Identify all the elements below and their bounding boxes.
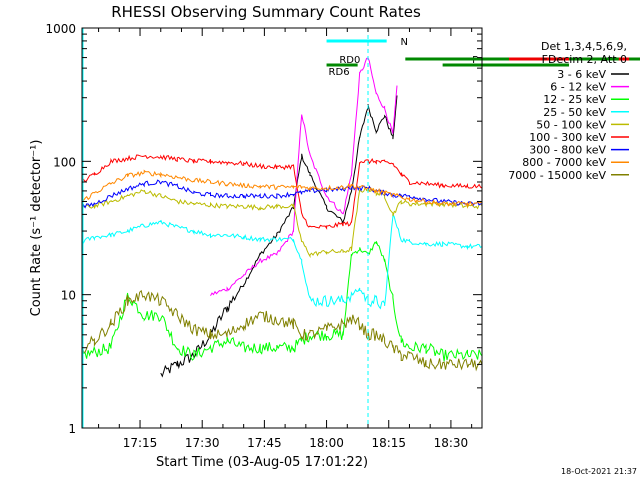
y-axis: 1 10 100 1000 [45,22,482,436]
y-tick-label: 10 [61,289,76,303]
status-flag-label: RD6 [329,67,350,78]
legend-label: 50 - 100 keV [536,118,606,131]
series-line-6 [81,179,483,211]
x-tick-label: 17:45 [247,436,282,450]
series-line-1 [210,57,398,297]
y-tick-label: 1000 [45,22,76,36]
x-tick-label: 17:30 [185,436,220,450]
series-line-5 [81,154,483,230]
series-line-8 [81,289,483,372]
legend-header-line-1: Det 1,3,4,5,6,9, [541,40,627,53]
timestamp: 18-Oct-2021 21:37 [561,467,637,476]
legend-label: 6 - 12 keV [550,81,606,94]
legend-label: 100 - 300 keV [529,131,606,144]
series-line-7 [81,169,483,208]
legend-label: 3 - 6 keV [557,68,606,81]
legend: Det 1,3,4,5,6,9, FDecim 2, Att 0 3 - 6 k… [508,40,629,182]
x-tick-label: 18:00 [309,436,344,450]
plot-frame [81,27,483,429]
legend-label: 7000 - 15000 keV [508,169,606,182]
y-axis-label: Count Rate (s⁻¹ detector⁻¹) [29,140,44,317]
plot-series-group [81,57,483,378]
series-line-3 [81,213,483,310]
x-axis-label: Start Time (03-Aug-05 17:01:22) [156,455,368,470]
x-tick-label: 17:15 [123,436,158,450]
legend-label: 300 - 800 keV [529,144,606,157]
x-axis: 17:15 17:30 17:45 18:00 18:15 18:30 [98,28,473,450]
series-line-2 [81,241,483,362]
legend-label: 12 - 25 keV [543,93,606,106]
legend-label: 25 - 50 keV [543,106,606,119]
status-flags-group: NFRD0RD6 [326,37,640,78]
chart-title: RHESSI Observing Summary Count Rates [111,3,421,21]
y-tick-label: 1 [68,422,76,436]
series-line-0 [160,95,398,378]
status-flag-label: RD0 [339,55,360,66]
legend-label: 800 - 7000 keV [522,156,606,169]
legend-header-line-2: FDecim 2, Att 0 [542,53,627,66]
y-tick-label: 100 [53,155,76,169]
x-tick-label: 18:15 [371,436,406,450]
status-flag-label: N [401,37,408,48]
vertical-markers-group [82,28,369,428]
x-tick-label: 18:30 [434,436,469,450]
series-line-4 [81,186,483,259]
